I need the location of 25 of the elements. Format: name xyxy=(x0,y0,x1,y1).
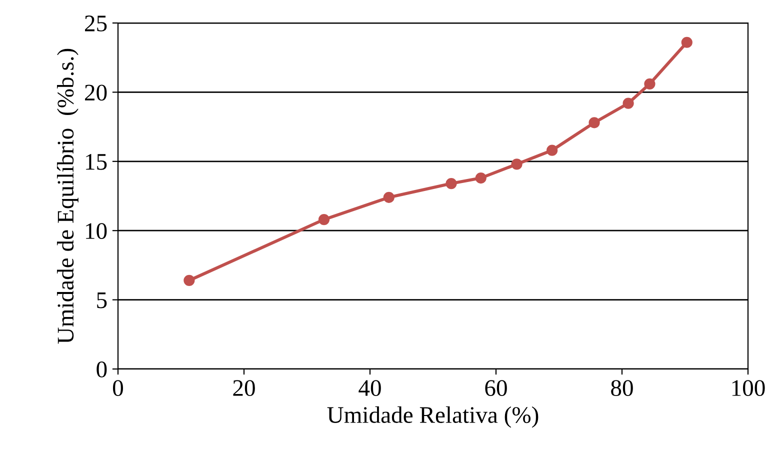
point xyxy=(318,214,330,226)
x-tick-label: 20 xyxy=(233,380,255,396)
x-tick-label: 80 xyxy=(611,380,633,396)
point xyxy=(644,78,656,90)
point xyxy=(475,172,486,184)
point xyxy=(446,178,457,190)
point xyxy=(588,117,600,128)
y-axis-title: Umidade de Equilíbrio (%b.s.) xyxy=(56,48,78,344)
point xyxy=(383,192,394,203)
y-tick-label: 20 xyxy=(85,84,107,101)
point xyxy=(184,274,195,286)
x-tick-label: 100 xyxy=(732,380,765,396)
y-tick-label: 0 xyxy=(96,361,107,378)
y-tick-label: 15 xyxy=(86,154,107,170)
point xyxy=(681,36,692,48)
x-tick-label: 40 xyxy=(358,380,381,396)
y-tick-label: 5 xyxy=(97,292,107,308)
x-axis-title: Umidade Relativa (%) xyxy=(327,406,538,428)
point xyxy=(511,158,522,170)
y-tick-label: 10 xyxy=(86,223,107,240)
y-tick-label: 25 xyxy=(85,16,107,32)
x-tick-label: 0 xyxy=(112,380,124,396)
x-tick-label: 60 xyxy=(485,380,507,396)
point xyxy=(622,98,634,109)
point xyxy=(546,144,558,156)
